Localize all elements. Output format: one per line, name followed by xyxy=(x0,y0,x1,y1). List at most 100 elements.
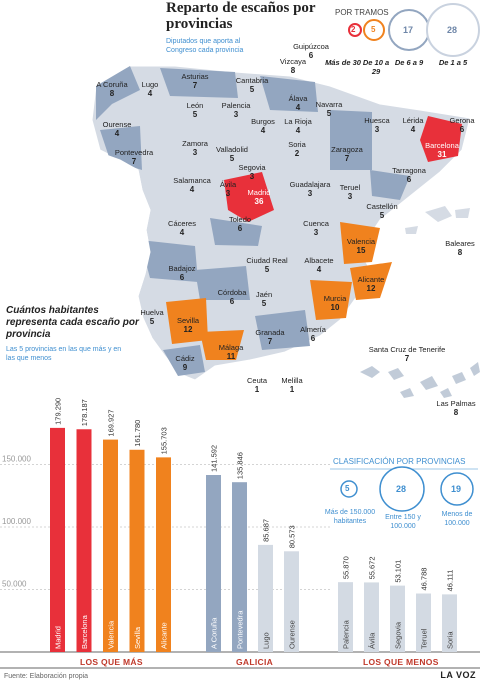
tramo-label: Más de 30 xyxy=(325,58,361,67)
category-label: Sevilla xyxy=(133,626,142,649)
section-title: Cuántos habitantes representa cada escañ… xyxy=(6,305,139,340)
province-label: Pontevedra 7 xyxy=(114,148,154,166)
region-red xyxy=(224,172,274,222)
province-label: Guadalajara 3 xyxy=(289,180,331,198)
page-subtitle: Diputados que aporta al Congreso cada pr… xyxy=(166,38,244,54)
province-label: Guipúzcoa 6 xyxy=(293,42,329,60)
province-label: Ávila 3 xyxy=(219,180,237,198)
brand-logo: LA VOZ xyxy=(440,670,476,680)
province-label: Lugo 4 xyxy=(141,80,159,98)
province-label: Tarragona 6 xyxy=(392,166,426,184)
province-label: Cáceres 4 xyxy=(168,219,196,237)
province-label: Granada 7 xyxy=(255,328,285,346)
group-label: LOS QUE MÁS xyxy=(80,657,143,667)
province-label: A Coruña 8 xyxy=(96,80,128,98)
region-orange xyxy=(166,298,208,344)
province-label: Asturias 7 xyxy=(181,72,209,90)
data-label: 55.870 xyxy=(342,556,351,579)
tramo-label: De 1 a 5 xyxy=(438,58,468,67)
region-dark xyxy=(96,66,140,120)
tramo-circle-lightblue xyxy=(426,3,480,57)
data-label: 85.687 xyxy=(262,519,271,542)
province-label: Toledo 6 xyxy=(228,215,252,233)
region-dark xyxy=(330,110,372,170)
province-label: Barcelona 31 xyxy=(425,141,459,159)
tramo-value: 5 xyxy=(371,25,376,34)
region-dark xyxy=(160,68,238,98)
clasif-value: 5 xyxy=(345,484,350,493)
group-label: LOS QUE MENOS xyxy=(363,657,439,667)
province-label: Albacete 4 xyxy=(304,256,334,274)
province-label: Sevilla 12 xyxy=(176,316,200,334)
region-orange xyxy=(200,330,244,360)
bar xyxy=(390,585,405,652)
clasif-label: Entre 150 y 100.000 xyxy=(385,514,421,530)
tramo-value: 28 xyxy=(447,25,458,35)
data-label: 169.927 xyxy=(107,409,116,436)
region-dark xyxy=(140,240,198,282)
category-label: A Coruña xyxy=(210,617,219,649)
data-label: 46.788 xyxy=(420,568,429,591)
category-label: Valencia xyxy=(107,620,116,649)
balearic-islands xyxy=(405,206,470,234)
page-title: Reparto de escaños por provincias xyxy=(166,0,316,32)
province-label: Palencia 3 xyxy=(221,101,251,119)
tramos-title: POR TRAMOS xyxy=(335,8,389,17)
data-label: 46.111 xyxy=(446,570,455,592)
province-label: Burgos 4 xyxy=(251,117,275,135)
tramo-value: 2 xyxy=(351,25,356,34)
category-label: Segovia xyxy=(394,621,403,649)
tramo-circle-red xyxy=(348,23,362,37)
data-label: 135.846 xyxy=(236,452,245,479)
province-label: Huesca 3 xyxy=(364,116,390,134)
province-label: Alicante 12 xyxy=(357,275,385,293)
category-label: Ourense xyxy=(288,620,297,649)
bar xyxy=(206,475,221,652)
category-label: Alicante xyxy=(160,622,169,649)
category-label: Pontevedra xyxy=(236,610,245,649)
source-note: Fuente: Elaboración propia xyxy=(4,673,89,680)
clasif-label: Menos de 100.000 xyxy=(441,511,473,527)
province-label: Ciudad Real 5 xyxy=(246,256,288,274)
province-label: Zaragoza 7 xyxy=(331,145,363,163)
clasif-value: 19 xyxy=(451,484,462,494)
province-label: Cantabria 5 xyxy=(235,76,269,94)
region-dark xyxy=(370,170,410,200)
tramo-value: 17 xyxy=(403,25,414,35)
province-label: Melilla 1 xyxy=(281,376,303,394)
y-tick-label: 150.000 xyxy=(2,455,31,464)
province-label: Cuenca 3 xyxy=(303,219,329,237)
clasif-label: Más de 150.000 habitantes xyxy=(324,509,376,525)
province-label: Ourense 4 xyxy=(102,120,132,138)
region-orange xyxy=(350,262,392,300)
data-label: 161.780 xyxy=(133,420,142,447)
category-label: Ávila xyxy=(368,632,377,649)
category-label: Palencia xyxy=(342,619,351,649)
region-red xyxy=(420,116,462,162)
province-label: Teruel 3 xyxy=(339,183,361,201)
province-label: Álava 4 xyxy=(288,94,308,112)
province-label: Valladolid 5 xyxy=(216,145,248,163)
province-label: Madrid 36 xyxy=(247,188,271,206)
province-label: Almería 6 xyxy=(300,325,326,343)
province-label: Santa Cruz de Tenerife 7 xyxy=(368,345,446,363)
province-label: Castellón 5 xyxy=(366,202,398,220)
province-label: Navarra 5 xyxy=(315,100,343,118)
region-dark xyxy=(195,266,250,300)
bar xyxy=(258,544,273,652)
province-label: Badajoz 6 xyxy=(168,264,196,282)
province-label: Las Palmas 8 xyxy=(436,399,476,417)
category-label: Madrid xyxy=(54,626,63,649)
region-dark xyxy=(260,76,318,112)
bar xyxy=(364,582,379,652)
province-label: Salamanca 4 xyxy=(173,176,211,194)
y-tick-label: 100.000 xyxy=(2,517,31,526)
bar xyxy=(416,593,431,652)
tramo-label: De 10 a 29 xyxy=(362,58,390,76)
province-label: Soria 2 xyxy=(288,140,306,158)
data-label: 55.672 xyxy=(368,556,377,579)
province-label: Segovia 3 xyxy=(238,163,266,181)
province-label: Zamora 3 xyxy=(182,139,208,157)
category-label: Teruel xyxy=(420,628,429,649)
data-label: 179.290 xyxy=(54,398,63,425)
